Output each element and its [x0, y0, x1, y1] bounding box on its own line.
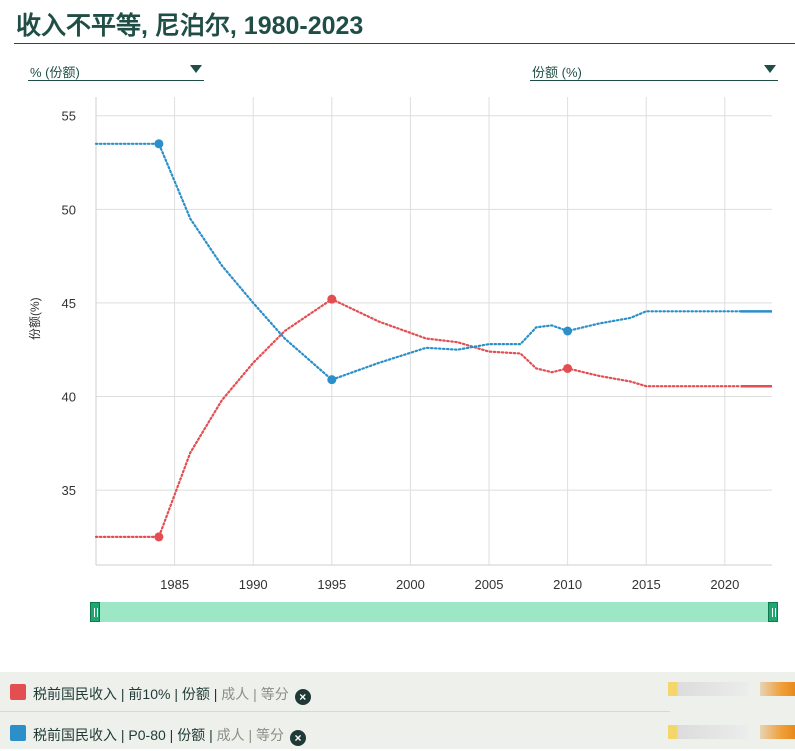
legend-percentile: | P0-80 | 份额 | [117, 727, 217, 743]
legend-population: 成人 | 等分 [216, 727, 285, 743]
blurred-thumbnail [668, 682, 748, 696]
legend-label: 税前国民收入 | 前10% | 份额 | 成人 | 等分 × [33, 684, 311, 705]
series-point-1 [327, 375, 337, 385]
line-chart: 35 40 45 50 55 1985 1990 1995 2000 2005 2010 2015 20… [62, 97, 772, 592]
chevron-down-icon [764, 65, 776, 73]
remove-series-icon[interactable]: × [294, 689, 311, 705]
chart-series [94, 139, 772, 542]
x-tick-label: 2000 [396, 577, 425, 592]
title-divider [14, 43, 795, 44]
series-point-1 [563, 326, 573, 336]
measure-dropdown[interactable]: 份额 (%) [530, 58, 778, 81]
legend-indicator: 税前国民收入 [33, 686, 117, 702]
range-slider-left-handle[interactable] [90, 602, 100, 622]
y-tick-label: 55 [62, 109, 76, 124]
legend-swatch-red [10, 684, 26, 700]
remove-series-icon[interactable]: × [290, 730, 307, 746]
y-tick-label: 40 [62, 390, 76, 405]
measure-dropdown-label: 份额 (%) [532, 65, 582, 80]
blurred-thumbnail [668, 725, 748, 739]
legend-indicator: 税前国民收入 [33, 727, 117, 743]
x-tick-label: 1995 [317, 577, 346, 592]
series-point-1 [154, 139, 164, 149]
legend-percentile: | 前10% | 份额 | [117, 686, 222, 702]
x-tick-label: 2015 [632, 577, 661, 592]
series-point-0 [563, 363, 573, 373]
chart-axes: 35 40 45 50 55 1985 1990 1995 2000 2005 2010 2015 20… [62, 97, 772, 592]
series-line-0 [94, 297, 742, 538]
x-tick-label: 1985 [160, 577, 189, 592]
chart-grid [96, 97, 772, 565]
legend-swatch-blue [10, 725, 26, 741]
legend-item-top10: 税前国民收入 | 前10% | 份额 | 成人 | 等分 × [0, 672, 670, 710]
series-line-1 [94, 142, 742, 381]
unit-dropdown[interactable]: % (份额) [28, 58, 204, 81]
y-tick-label: 35 [62, 483, 76, 498]
x-tick-label: 2005 [475, 577, 504, 592]
blurred-thumbnail [760, 682, 795, 696]
legend-population: 成人 | 等分 [221, 686, 289, 702]
page-title: 收入不平等, 尼泊尔, 1980-2023 [16, 12, 364, 40]
chevron-down-icon [190, 65, 202, 73]
range-slider-right-handle[interactable] [768, 602, 778, 622]
x-tick-label: 2010 [553, 577, 582, 592]
unit-dropdown-label: % (份额) [30, 65, 80, 80]
y-axis-title: 份额(%) [28, 297, 42, 340]
legend-divider [0, 711, 670, 712]
series-point-0 [327, 294, 337, 304]
legend-panel [0, 672, 795, 749]
y-tick-label: 45 [62, 296, 76, 311]
series-point-0 [154, 532, 164, 542]
blurred-thumbnail [760, 725, 795, 739]
range-slider-track[interactable] [90, 602, 778, 622]
x-tick-label: 1990 [239, 577, 268, 592]
x-tick-label: 2020 [710, 577, 739, 592]
y-tick-label: 50 [62, 202, 76, 217]
legend-label: 税前国民收入 | P0-80 | 份额 | 成人 | 等分 × [33, 725, 307, 746]
legend-item-p0-80: 税前国民收入 | P0-80 | 份额 | 成人 | 等分 × [0, 713, 670, 751]
